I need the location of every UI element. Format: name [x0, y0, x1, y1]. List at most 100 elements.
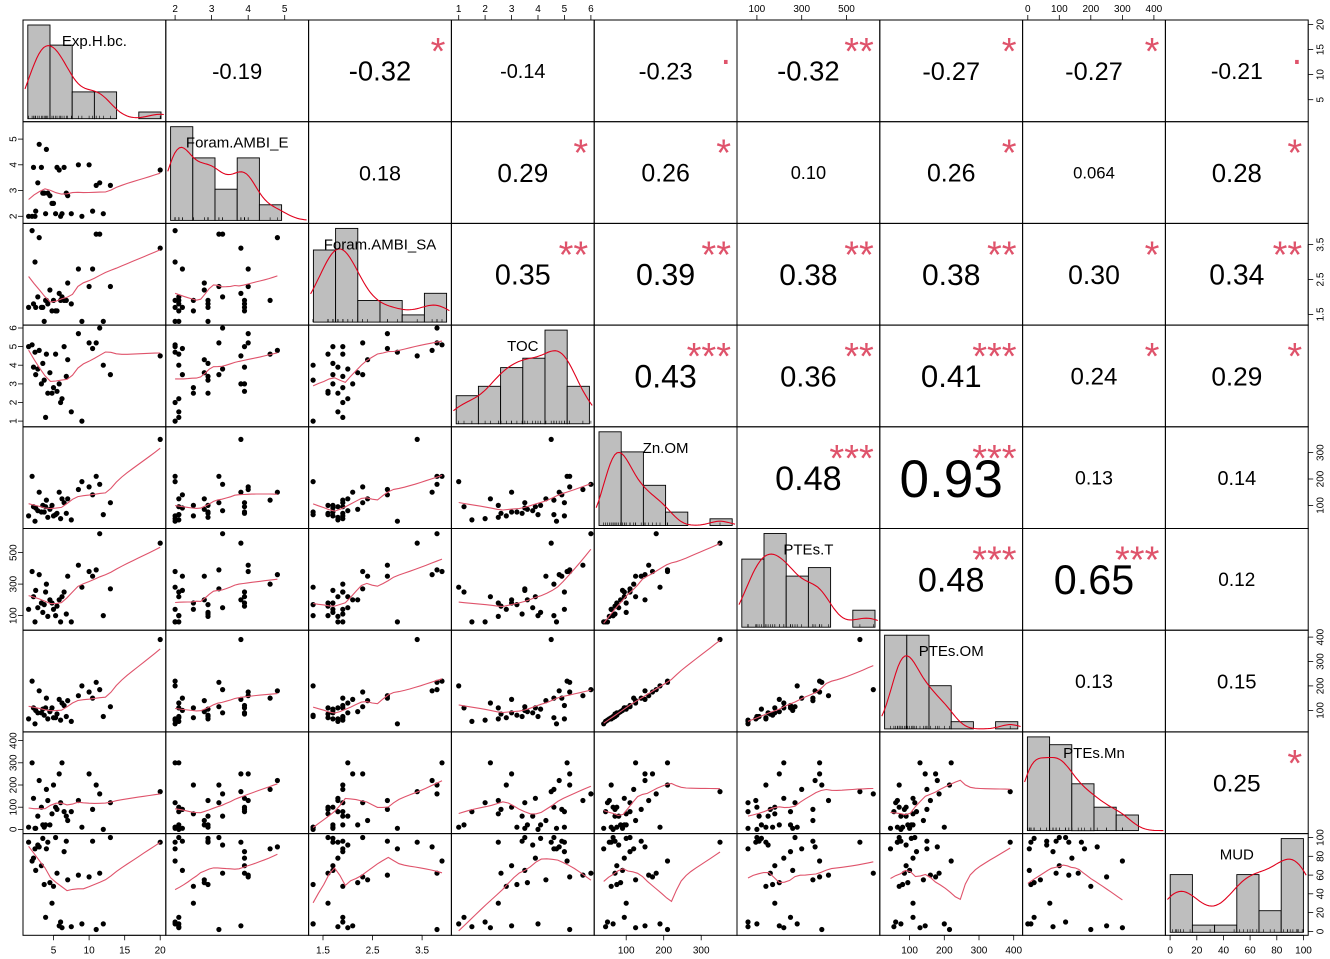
data-point [172, 760, 178, 766]
variable-label: PTEs.T [783, 542, 833, 559]
data-point [172, 259, 178, 265]
data-point [190, 782, 196, 788]
data-point [56, 771, 62, 777]
tick-label: 300 [793, 4, 810, 15]
data-point [274, 235, 280, 241]
data-point [157, 353, 163, 359]
smooth-line [747, 787, 874, 817]
data-point [220, 531, 226, 537]
data-point [350, 489, 356, 495]
correlation-value: 0.25 [1213, 771, 1261, 798]
significance-stars: ** [559, 234, 589, 276]
data-point [274, 844, 280, 850]
data-point [190, 705, 196, 711]
data-point [340, 822, 346, 828]
significance-stars: * [1287, 133, 1302, 175]
data-point [274, 572, 280, 578]
data-point [530, 508, 536, 514]
data-point [29, 228, 35, 234]
significance-stars: *** [972, 438, 1017, 480]
tick-label: 400 [1005, 945, 1022, 956]
data-point [53, 351, 59, 357]
data-point [93, 926, 99, 933]
data-point [896, 804, 902, 810]
data-point [216, 926, 222, 933]
data-point [75, 693, 81, 699]
data-point [43, 822, 49, 828]
data-point [56, 489, 62, 495]
data-point [532, 504, 539, 510]
data-point [340, 919, 346, 925]
scatter-panel [26, 834, 163, 933]
histogram-panel: TOC [453, 329, 593, 425]
data-point [588, 870, 594, 876]
tick-label: 300 [1316, 444, 1327, 461]
data-point [79, 824, 85, 830]
data-point [487, 700, 493, 706]
data-point [1053, 838, 1059, 844]
data-point [551, 613, 557, 619]
histogram-bar [1169, 874, 1193, 933]
data-point [456, 683, 462, 689]
data-point [1007, 839, 1013, 845]
correlation-value: 0.48 [918, 562, 985, 600]
data-point [335, 797, 341, 804]
data-point [65, 817, 71, 824]
data-point [41, 602, 47, 608]
data-point [97, 791, 103, 797]
histogram-bar [357, 300, 381, 323]
data-point [107, 372, 113, 378]
panel-border [308, 833, 452, 936]
data-point [384, 331, 390, 337]
data-point [93, 782, 99, 788]
correlation-value: -0.23 [639, 59, 693, 85]
smooth-line [312, 780, 443, 828]
data-point [93, 567, 99, 573]
data-point [1119, 925, 1125, 931]
data-point [176, 496, 182, 502]
scatter-panel [601, 531, 723, 625]
data-point [819, 782, 825, 788]
data-point [86, 283, 92, 290]
data-point [26, 344, 32, 350]
data-point [934, 844, 940, 850]
correlation-value: 0.36 [780, 361, 837, 393]
data-point [107, 586, 113, 592]
data-point [43, 581, 50, 587]
tick-label: 300 [693, 945, 710, 956]
data-point [758, 706, 765, 712]
data-point [469, 619, 475, 625]
right-axis: 100 200 300 400 [1307, 628, 1327, 719]
tick-label: 80 [1316, 850, 1327, 862]
data-point [86, 568, 92, 575]
data-point [610, 804, 616, 810]
data-point [205, 297, 211, 303]
panel-border [736, 833, 881, 936]
data-point [172, 716, 178, 722]
smooth-line [175, 493, 278, 509]
data-point [1063, 919, 1069, 925]
smooth-line [28, 793, 161, 810]
smooth-line [890, 847, 1011, 901]
tick-label: 3 [9, 381, 20, 387]
data-point [787, 809, 794, 815]
data-point [29, 568, 35, 575]
smooth-line [312, 474, 443, 512]
data-point [781, 925, 787, 931]
data-point [456, 824, 462, 830]
data-point [384, 872, 390, 878]
data-point [561, 716, 568, 722]
data-point [330, 587, 336, 594]
data-point [1050, 924, 1056, 930]
data-point [754, 921, 760, 927]
data-point [220, 687, 226, 693]
significance-stars: * [1145, 234, 1160, 276]
data-point [172, 344, 178, 350]
data-point [903, 863, 909, 869]
tick-label: 5 [562, 4, 568, 15]
smooth-line [458, 483, 592, 511]
data-point [792, 834, 798, 841]
data-point [79, 418, 85, 424]
data-point [93, 679, 99, 685]
data-point [38, 381, 45, 387]
